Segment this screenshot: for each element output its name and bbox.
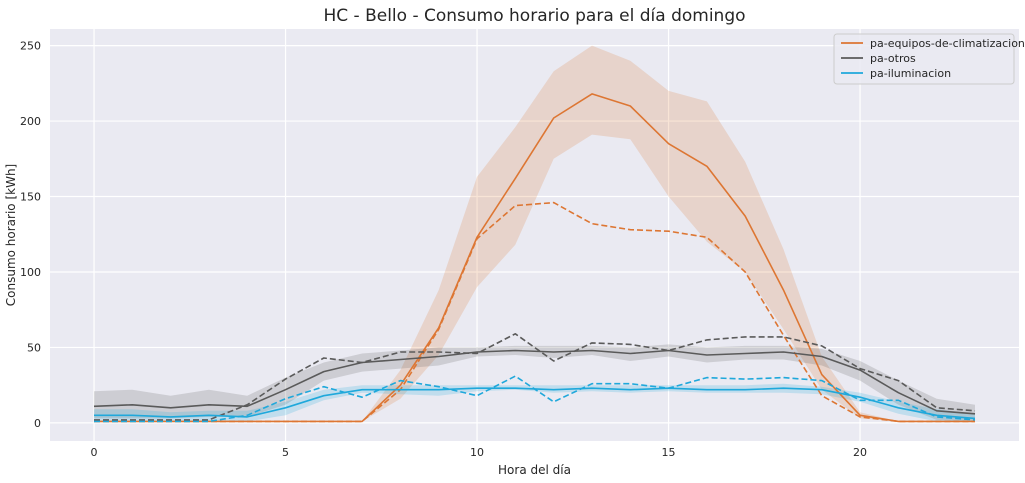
legend-entry-label: pa-equipos-de-climatizacion [870, 37, 1025, 50]
grid [50, 29, 1019, 441]
legend: pa-equipos-de-climatizacion pa-otros pa-il… [833, 33, 1025, 85]
legend-box [833, 33, 1015, 85]
chart-title: HC - Bello - Consumo horario para el día… [323, 6, 745, 26]
y-tick-label: 100 [20, 266, 41, 279]
x-tick-label: 15 [662, 446, 676, 459]
series-dashed-line [94, 201, 975, 423]
confidence-band [94, 344, 975, 422]
confidence-bands [94, 45, 975, 422]
series-dashed-line [94, 375, 976, 423]
y-tick-label: 0 [34, 417, 41, 430]
x-tick-labels: 0 5 10 15 20 [91, 446, 868, 459]
x-tick-label: 10 [470, 446, 484, 459]
x-tick-label: 5 [282, 446, 289, 459]
legend-entry-label: pa-otros [870, 52, 916, 65]
y-tick-label: 150 [20, 191, 41, 204]
y-tick-label: 200 [20, 115, 41, 128]
y-tick-label: 50 [27, 341, 41, 354]
confidence-band [94, 383, 975, 422]
y-tick-labels: 0 50 100 150 200 250 [20, 40, 41, 430]
x-tick-label: 20 [853, 446, 867, 459]
legend-entry-label: pa-iluminacion [870, 67, 951, 80]
y-tick-label: 250 [20, 40, 41, 53]
series-mean-line [93, 349, 976, 415]
plot-area [50, 29, 1019, 441]
y-axis-label: Consumo horario [kWh] [4, 164, 18, 306]
series-lines [93, 93, 976, 423]
confidence-band [94, 45, 975, 422]
series-dashed-line [94, 332, 976, 421]
x-tick-label: 0 [91, 446, 98, 459]
x-axis-label: Hora del día [498, 463, 571, 477]
